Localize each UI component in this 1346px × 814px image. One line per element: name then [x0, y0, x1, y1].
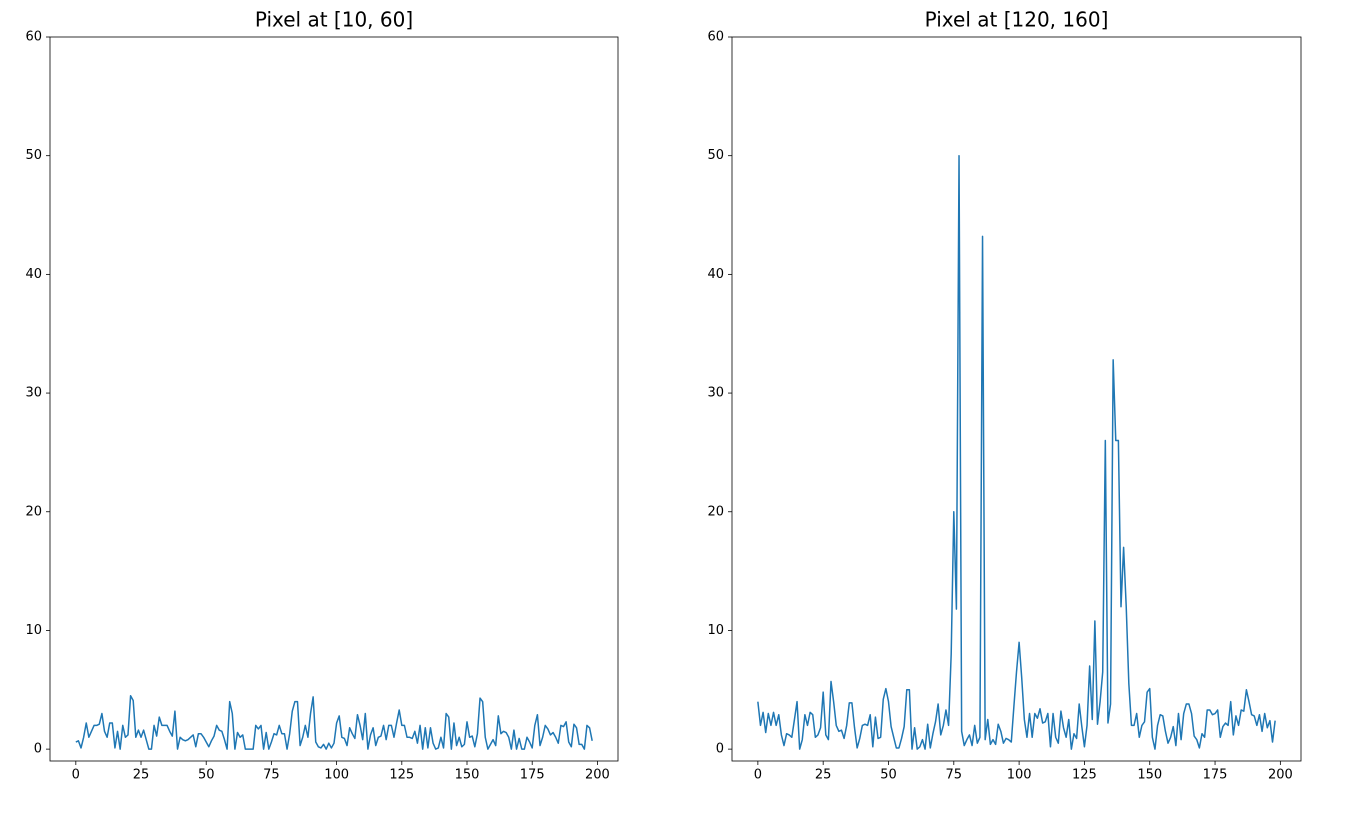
- x-tick-label: 75: [263, 768, 280, 783]
- x-tick-label: 150: [455, 768, 480, 783]
- y-tick-label: 0: [716, 742, 724, 757]
- y-tick-label: 40: [25, 267, 42, 282]
- x-tick-label: 0: [72, 768, 80, 783]
- axes-frame: [731, 36, 1302, 762]
- x-tick-label: 200: [1268, 768, 1293, 783]
- y-tick-label: 20: [25, 504, 42, 519]
- y-tick-label: 10: [25, 623, 42, 638]
- x-tick-label: 200: [585, 768, 610, 783]
- y-tick-label: 20: [707, 504, 724, 519]
- x-tick-label: 50: [880, 768, 897, 783]
- y-tick-label: 30: [25, 386, 42, 401]
- x-tick-label: 75: [946, 768, 963, 783]
- data-line: [757, 154, 1276, 750]
- x-tick-label: 100: [324, 768, 349, 783]
- x-tick-label: 175: [1203, 768, 1228, 783]
- x-tick-label: 50: [198, 768, 215, 783]
- y-tick-label: 60: [707, 30, 724, 45]
- y-tick-label: 30: [707, 386, 724, 401]
- x-tick-label: 0: [754, 768, 762, 783]
- y-tick-label: 0: [34, 742, 42, 757]
- x-tick-label: 125: [389, 768, 414, 783]
- y-tick-label: 60: [25, 30, 42, 45]
- x-tick-label: 25: [815, 768, 832, 783]
- y-tick-label: 50: [25, 148, 42, 163]
- x-tick-label: 150: [1137, 768, 1162, 783]
- chart-title: Pixel at [120, 160]: [925, 8, 1109, 32]
- data-line: [75, 694, 593, 750]
- x-tick-label: 25: [133, 768, 150, 783]
- axes-frame: [49, 36, 619, 762]
- x-tick-label: 125: [1072, 768, 1097, 783]
- y-tick-label: 50: [707, 148, 724, 163]
- x-tick-label: 100: [1007, 768, 1032, 783]
- chart-title: Pixel at [10, 60]: [255, 8, 413, 32]
- y-tick-label: 40: [707, 267, 724, 282]
- y-tick-label: 10: [707, 623, 724, 638]
- x-tick-label: 175: [520, 768, 545, 783]
